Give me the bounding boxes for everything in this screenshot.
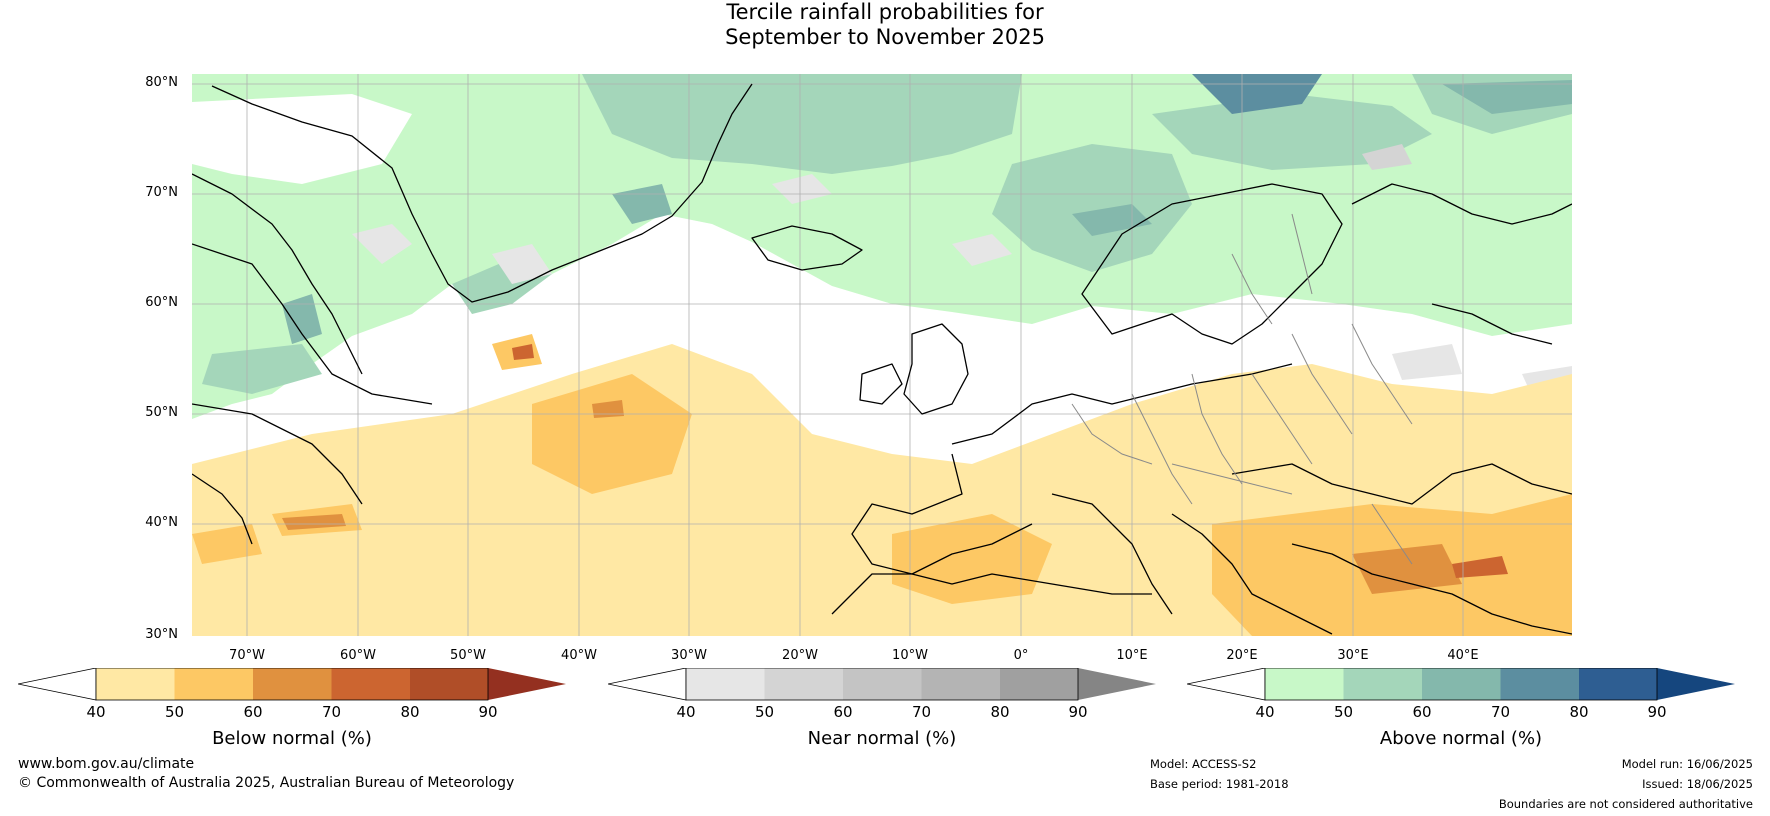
colorbar-near-title: Near normal (%) (807, 728, 957, 749)
lon-label-40e: 40°E (1447, 648, 1479, 663)
colorbar-above-normal (1187, 668, 1735, 701)
website-link[interactable]: www.bom.gov.au/climate (18, 756, 195, 772)
model-run-date: Model run: 16/06/2025 (1621, 757, 1753, 771)
colorbar-below-tick-70: 70 (321, 703, 342, 721)
colorbar-above-tick-40: 40 (1255, 703, 1275, 721)
colorbar-near-tick-60: 60 (833, 703, 853, 721)
colorbar-above-tick-60: 60 (1412, 703, 1432, 721)
colorbar-above-tick-70: 70 (1490, 703, 1511, 721)
coastlines (192, 83, 1572, 635)
colorbar-above-segment-6 (1657, 668, 1735, 700)
colorbar-near-normal (608, 668, 1156, 701)
lat-label-50n: 50°N (145, 405, 178, 420)
lon-label-0: 0° (1013, 648, 1029, 663)
colorbar-below-tick-40: 40 (86, 703, 106, 721)
colorbar-near-segment-2 (764, 668, 843, 700)
colorbar-below-segment-5 (410, 668, 488, 700)
chart-title: Tercile rainfall probabilities for Septe… (0, 0, 1770, 50)
colorbar-above-segment-4 (1500, 668, 1579, 700)
colorbar-below-normal (18, 668, 566, 701)
lon-label-70w: 70°W (229, 648, 265, 663)
lon-label-30e: 30°E (1337, 648, 1369, 663)
colorbar-near-segment-1 (686, 668, 765, 700)
copyright-text: © Commonwealth of Australia 2025, Austra… (18, 775, 515, 791)
colorbar-below-title: Below normal (%) (212, 728, 372, 749)
colorbar-above-tick-80: 80 (1569, 703, 1589, 721)
colorbar-below-tick-50: 50 (164, 703, 185, 721)
colorbar-near-tick-70: 70 (911, 703, 932, 721)
colorbar-near-segment-0 (608, 668, 687, 701)
lat-label-40n: 40°N (145, 515, 178, 530)
lon-label-30w: 30°W (671, 648, 707, 663)
model-name: Model: ACCESS-S2 (1150, 757, 1257, 771)
colorbar-below-segment-3 (253, 668, 332, 700)
lon-label-10w: 10°W (892, 648, 928, 663)
colorbar-near-tick-40: 40 (676, 703, 696, 721)
colorbar-below-segment-6 (488, 668, 566, 700)
map-svg (192, 74, 1572, 636)
colorbar-below-tick-60: 60 (243, 703, 263, 721)
lon-label-40w: 40°W (561, 648, 597, 663)
colorbar-above-segment-2 (1343, 668, 1422, 700)
below-normal-fill (192, 334, 1572, 636)
colorbar-near-segment-5 (1000, 668, 1078, 700)
colorbar-above-segment-5 (1579, 668, 1657, 700)
lon-label-20e: 20°E (1226, 648, 1258, 663)
graticule (192, 74, 1572, 636)
lon-label-10e: 10°E (1116, 648, 1148, 663)
colorbar-above-segment-3 (1422, 668, 1501, 700)
boundaries-disclaimer: Boundaries are not considered authoritat… (1498, 797, 1753, 811)
lon-label-50w: 50°W (450, 648, 486, 663)
title-line-2: September to November 2025 (725, 25, 1045, 49)
issued-date: Issued: 18/06/2025 (1642, 777, 1753, 791)
colorbar-below-segment-4 (331, 668, 410, 700)
rainfall-probability-map (192, 74, 1572, 636)
colorbar-below-tick-90: 90 (478, 703, 498, 721)
colorbar-above-segment-1 (1265, 668, 1344, 700)
colorbar-near-tick-80: 80 (990, 703, 1010, 721)
colorbar-below-tick-80: 80 (400, 703, 420, 721)
colorbar-above-title: Above normal (%) (1379, 728, 1543, 749)
lon-label-20w: 20°W (782, 648, 818, 663)
lon-label-60w: 60°W (340, 648, 376, 663)
colorbar-near-segment-4 (921, 668, 1000, 700)
lat-label-70n: 70°N (145, 185, 178, 200)
colorbar-below-segment-0 (18, 668, 97, 701)
colorbar-above-tick-90: 90 (1647, 703, 1667, 721)
colorbar-near-segment-3 (843, 668, 922, 700)
colorbar-below-segment-1 (96, 668, 175, 700)
colorbar-above-tick-50: 50 (1333, 703, 1354, 721)
lat-label-80n: 80°N (145, 75, 178, 90)
colorbar-below-segment-2 (174, 668, 253, 700)
colorbar-above-segment-0 (1187, 668, 1266, 701)
colorbar-near-segment-6 (1078, 668, 1156, 700)
base-period: Base period: 1981-2018 (1150, 777, 1289, 791)
lat-label-30n: 30°N (145, 627, 178, 642)
colorbar-near-tick-50: 50 (754, 703, 775, 721)
lat-label-60n: 60°N (145, 295, 178, 310)
colorbar-near-tick-90: 90 (1068, 703, 1088, 721)
title-line-1: Tercile rainfall probabilities for (726, 0, 1044, 24)
national-borders (1071, 213, 1413, 565)
